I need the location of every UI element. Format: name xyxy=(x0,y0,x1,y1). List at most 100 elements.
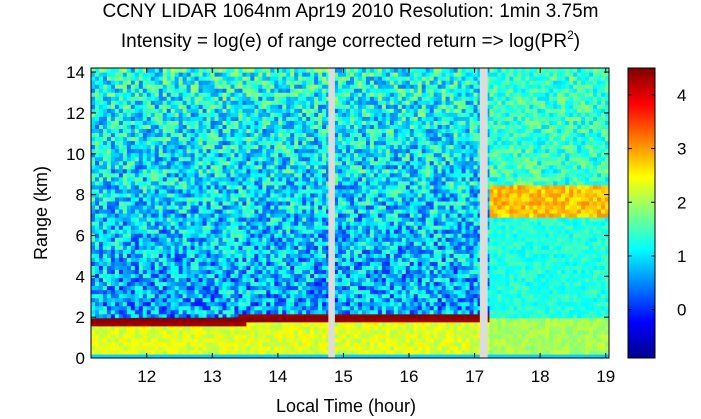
heatmap-cell xyxy=(106,80,112,85)
heatmap-cell xyxy=(270,120,275,125)
heatmap-cell xyxy=(190,297,196,303)
heatmap-cell xyxy=(202,277,208,283)
heatmap-cell xyxy=(322,333,327,339)
heatmap-cell xyxy=(202,257,208,262)
heatmap-cell xyxy=(346,309,351,315)
heatmap-cell xyxy=(246,341,251,347)
heatmap-cell xyxy=(226,72,232,77)
heatmap-cell xyxy=(102,204,108,210)
heatmap-cell xyxy=(154,188,160,194)
heatmap-cell xyxy=(91,273,96,279)
heatmap-cell xyxy=(138,104,144,109)
heatmap-cell xyxy=(290,84,295,89)
heatmap-cell xyxy=(194,213,200,218)
heatmap-cell xyxy=(114,313,120,319)
heatmap-cell xyxy=(158,68,164,73)
heatmap-cell xyxy=(238,305,244,311)
heatmap-cell xyxy=(126,249,132,254)
heatmap-cell xyxy=(290,325,295,331)
heatmap-cell xyxy=(126,229,132,234)
heatmap-cell xyxy=(94,237,100,242)
heatmap-cell xyxy=(234,301,240,307)
heatmap-cell xyxy=(222,337,228,343)
heatmap-cell xyxy=(342,88,347,93)
heatmap-cell xyxy=(357,321,363,327)
heatmap-cell xyxy=(162,305,168,311)
heatmap-cell xyxy=(214,345,220,351)
heatmap-cell xyxy=(302,180,307,186)
heatmap-cell xyxy=(350,152,355,158)
heatmap-cell xyxy=(270,213,275,218)
heatmap-cell xyxy=(270,172,275,178)
heatmap-cell xyxy=(98,136,104,142)
heatmap-cell xyxy=(318,225,323,230)
heatmap-cell xyxy=(342,168,347,174)
heatmap-cell xyxy=(342,345,347,351)
heatmap-cell xyxy=(178,136,184,142)
heatmap-cell xyxy=(338,269,343,275)
heatmap-cell xyxy=(250,221,255,226)
heatmap-cell xyxy=(206,156,212,162)
heatmap-cell xyxy=(302,92,307,97)
heatmap-cell xyxy=(246,152,251,158)
heatmap-cell xyxy=(174,281,180,287)
heatmap-cell xyxy=(102,237,108,242)
heatmap-cell xyxy=(134,273,140,279)
heatmap-cell xyxy=(318,120,323,125)
heatmap-cell xyxy=(346,297,351,303)
heatmap-cell xyxy=(94,325,100,331)
heatmap-cell xyxy=(102,108,108,113)
heatmap-cell xyxy=(258,265,263,270)
heatmap-cell xyxy=(91,100,96,105)
heatmap-cell xyxy=(318,261,323,266)
heatmap-cell xyxy=(186,293,192,299)
heatmap-cell xyxy=(110,160,116,166)
heatmap-cell xyxy=(302,132,307,138)
heatmap-cell xyxy=(166,285,172,291)
heatmap-cell xyxy=(254,273,259,279)
heatmap-cell xyxy=(230,273,236,279)
heatmap-cell xyxy=(98,192,104,198)
heatmap-cell xyxy=(250,128,255,134)
heatmap-cell xyxy=(334,100,339,105)
heatmap-cell xyxy=(118,156,124,162)
heatmap-cell xyxy=(282,329,287,335)
heatmap-cell xyxy=(198,301,204,307)
heatmap-cell xyxy=(357,156,363,162)
heatmap-cell xyxy=(246,333,251,339)
heatmap-cell xyxy=(242,168,247,174)
heatmap-cell xyxy=(122,84,128,89)
heatmap-cell xyxy=(306,261,311,266)
heatmap-cell xyxy=(114,132,120,138)
heatmap-cell xyxy=(270,164,275,170)
heatmap-cell xyxy=(158,337,164,343)
heatmap-cell xyxy=(306,297,311,303)
heatmap-cell xyxy=(250,229,255,234)
heatmap-cell xyxy=(310,192,315,198)
heatmap-cell xyxy=(94,349,100,355)
heatmap-cell xyxy=(274,289,279,295)
heatmap-cell xyxy=(230,76,236,81)
heatmap-cell xyxy=(298,188,303,194)
heatmap-cell xyxy=(238,72,244,77)
heatmap-cell xyxy=(106,144,112,150)
heatmap-cell xyxy=(294,269,299,275)
heatmap-cell xyxy=(194,325,200,331)
heatmap-cell xyxy=(298,112,303,117)
heatmap-cell xyxy=(230,269,236,275)
heatmap-cell xyxy=(206,208,212,214)
heatmap-cell xyxy=(91,333,96,339)
heatmap-cell xyxy=(278,217,283,222)
heatmap-cell xyxy=(186,273,192,279)
heatmap-cell xyxy=(290,269,295,275)
heatmap-cell xyxy=(258,313,263,319)
heatmap-cell xyxy=(306,144,311,150)
heatmap-cell xyxy=(310,285,315,291)
heatmap-cell xyxy=(186,128,192,134)
heatmap-cell xyxy=(353,120,359,125)
heatmap-cell xyxy=(150,204,156,210)
heatmap-cell xyxy=(186,112,192,117)
heatmap-cell xyxy=(218,120,224,125)
heatmap-cell xyxy=(322,293,327,299)
heatmap-cell xyxy=(170,88,176,93)
